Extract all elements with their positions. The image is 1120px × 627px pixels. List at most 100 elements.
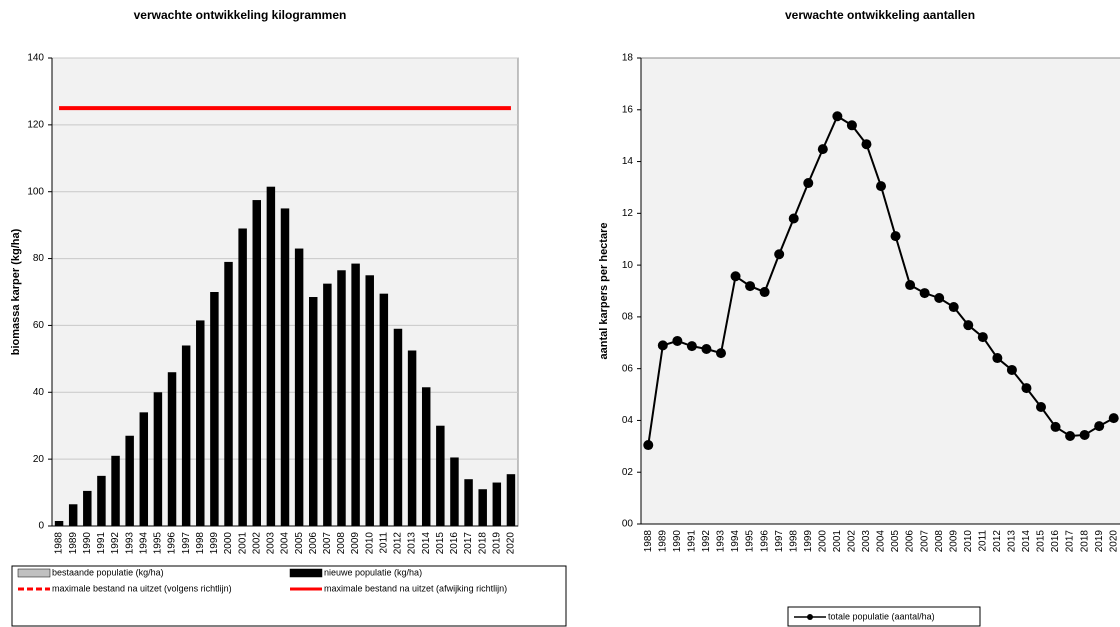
plot-area — [640, 57, 1120, 525]
bar — [139, 412, 149, 526]
x-tick-label: 2005 — [890, 530, 901, 553]
point — [1108, 413, 1119, 424]
x-tick-label: 2018 — [477, 532, 488, 555]
bar — [450, 457, 459, 526]
chart-title: verwachte ontwikkeling aantallen — [785, 8, 975, 22]
point — [1021, 383, 1032, 394]
y-tick-label: 08 — [622, 312, 634, 323]
point — [759, 287, 770, 298]
x-tick-label: 1996 — [167, 532, 178, 555]
point — [846, 120, 857, 131]
bar — [252, 200, 261, 527]
y-tick-label: 80 — [33, 253, 45, 264]
bar — [309, 297, 318, 526]
bar — [153, 392, 163, 526]
x-tick-label: 1991 — [96, 532, 107, 555]
y-tick-label: 14 — [622, 156, 634, 167]
x-tick-label: 1993 — [716, 530, 727, 553]
point — [919, 288, 930, 299]
x-tick-label: 2005 — [294, 532, 305, 555]
x-tick-label: 1998 — [788, 530, 799, 553]
x-tick-label: 1994 — [730, 530, 741, 553]
x-tick-label: 2015 — [435, 532, 446, 555]
x-tick-label: 1992 — [110, 532, 121, 555]
legend-label: maximale bestand na uitzet (afwijking ri… — [324, 583, 507, 593]
x-tick-label: 1992 — [701, 530, 712, 553]
x-tick-label: 2003 — [266, 532, 277, 555]
x-tick-label: 2018 — [1079, 530, 1090, 553]
x-tick-label: 1988 — [54, 532, 65, 555]
x-tick-label: 2004 — [876, 530, 887, 553]
point — [861, 139, 872, 150]
point — [890, 231, 901, 242]
point — [948, 302, 959, 313]
x-tick-label: 1990 — [672, 530, 683, 553]
point — [643, 440, 654, 451]
legend-label: bestaande populatie (kg/ha) — [52, 567, 164, 577]
point — [1050, 421, 1061, 432]
x-tick-label: 2019 — [1094, 530, 1105, 553]
legend-label: totale populatie (aantal/ha) — [828, 611, 935, 621]
x-tick-label: 1999 — [209, 532, 220, 555]
y-tick-label: 120 — [27, 119, 44, 130]
point — [672, 335, 683, 346]
point — [977, 332, 988, 343]
point — [1094, 421, 1105, 432]
point — [1006, 364, 1017, 375]
y-tick-label: 16 — [622, 104, 634, 115]
bar — [294, 248, 304, 527]
x-tick-label: 1989 — [657, 530, 668, 553]
x-tick-label: 2010 — [364, 532, 375, 555]
legend-label: nieuwe populatie (kg/ha) — [324, 567, 422, 577]
bar — [379, 293, 389, 526]
x-tick-label: 2011 — [378, 532, 389, 554]
point — [1065, 430, 1076, 441]
bar — [167, 372, 177, 526]
y-tick-label: 12 — [622, 208, 634, 219]
x-tick-label: 2008 — [934, 530, 945, 553]
y-tick-label: 10 — [622, 260, 634, 271]
x-tick-label: 2012 — [992, 530, 1003, 553]
x-tick-label: 2017 — [1065, 530, 1076, 553]
point — [876, 181, 886, 192]
point — [657, 340, 668, 351]
point — [963, 320, 974, 331]
point — [745, 281, 756, 292]
bar — [492, 482, 502, 526]
bar — [464, 479, 473, 526]
y-tick-label: 40 — [33, 387, 45, 398]
y-tick-label: 100 — [27, 186, 44, 197]
point — [992, 353, 1003, 364]
x-tick-label: 2000 — [817, 530, 828, 553]
point — [730, 271, 741, 282]
x-tick-label: 2006 — [905, 530, 916, 553]
bar — [266, 186, 276, 526]
point — [788, 213, 799, 224]
point — [1079, 429, 1090, 440]
y-axis-label: biomassa karper (kg/ha) — [10, 228, 22, 355]
y-tick-label: 20 — [33, 454, 45, 465]
point — [803, 178, 814, 189]
point — [716, 348, 726, 359]
y-tick-label: 02 — [622, 467, 634, 478]
y-tick-label: 60 — [33, 320, 45, 331]
bar — [238, 228, 247, 526]
y-axis-label: aantal karpers per hectare — [598, 223, 610, 360]
x-tick-label: 1994 — [138, 532, 149, 555]
bar — [323, 283, 332, 526]
point — [905, 280, 916, 291]
x-tick-label: 2000 — [223, 532, 234, 555]
x-tick-label: 1995 — [153, 532, 164, 555]
point — [686, 341, 697, 352]
bar — [365, 275, 374, 526]
point — [832, 111, 843, 122]
bar — [125, 435, 134, 526]
legend-marker — [807, 614, 813, 620]
bar — [280, 208, 290, 526]
bar — [210, 292, 219, 526]
x-tick-label: 2006 — [308, 532, 319, 555]
bar — [337, 270, 346, 526]
x-tick-label: 2007 — [322, 532, 333, 555]
legend-box — [11, 565, 567, 627]
x-tick-label: 2002 — [251, 532, 262, 555]
